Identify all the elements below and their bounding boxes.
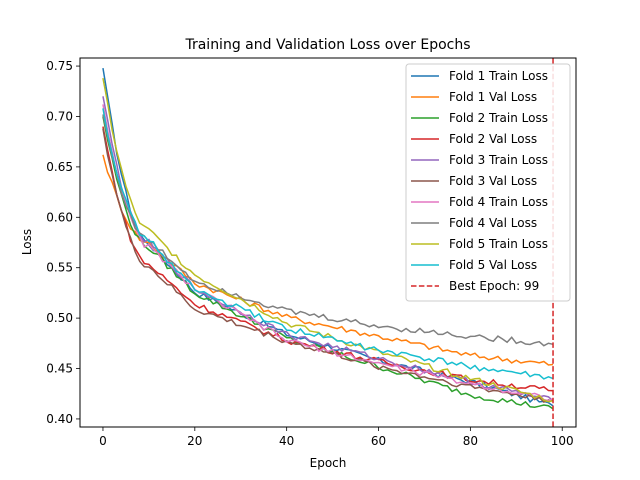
x-axis-label: Epoch [310, 456, 347, 470]
x-tick-label: 40 [279, 434, 294, 448]
legend-label: Fold 2 Train Loss [449, 111, 548, 125]
legend: Fold 1 Train Loss Fold 1 Val Loss Fold 2 T… [405, 63, 571, 302]
y-axis-label: Loss [20, 229, 34, 255]
y-tick-label: 0.50 [46, 311, 73, 325]
legend-label: Fold 5 Val Loss [449, 258, 537, 272]
series-line-9 [102, 78, 554, 403]
x-tick-label: 60 [371, 434, 386, 448]
plot-frame [79, 57, 577, 428]
y-tick-label: 0.45 [46, 362, 73, 376]
legend-label: Best Epoch: 99 [449, 279, 539, 293]
y-tick-label: 0.70 [46, 109, 73, 123]
x-tick-label: 0 [99, 434, 107, 448]
legend-label: Fold 2 Val Loss [449, 132, 537, 146]
y-axis: 0.40 0.45 0.50 0.55 0.60 0.65 0.70 0.75 [46, 59, 80, 426]
series-line-8 [102, 114, 554, 347]
legend-label: Fold 3 Train Loss [449, 153, 548, 167]
legend-label: Fold 1 Val Loss [449, 90, 537, 104]
legend-label: Fold 5 Train Loss [449, 237, 548, 251]
legend-label: Fold 3 Val Loss [449, 174, 537, 188]
series-line-10 [102, 108, 554, 380]
y-tick-label: 0.65 [46, 160, 73, 174]
x-tick-label: 80 [463, 434, 478, 448]
chart-title: Training and Validation Loss over Epochs [184, 37, 470, 53]
legend-label: Fold 4 Train Loss [449, 195, 548, 209]
legend-label: Fold 4 Val Loss [449, 216, 537, 230]
x-tick-label: 20 [187, 434, 202, 448]
legend-box [405, 63, 571, 302]
y-tick-label: 0.55 [46, 261, 73, 275]
x-axis: 0 20 40 60 80 100 [99, 427, 574, 448]
y-tick-label: 0.40 [46, 412, 73, 426]
x-tick-label: 100 [551, 434, 574, 448]
y-tick-label: 0.75 [46, 59, 73, 73]
legend-label: Fold 1 Train Loss [449, 69, 548, 83]
y-tick-label: 0.60 [46, 210, 73, 224]
